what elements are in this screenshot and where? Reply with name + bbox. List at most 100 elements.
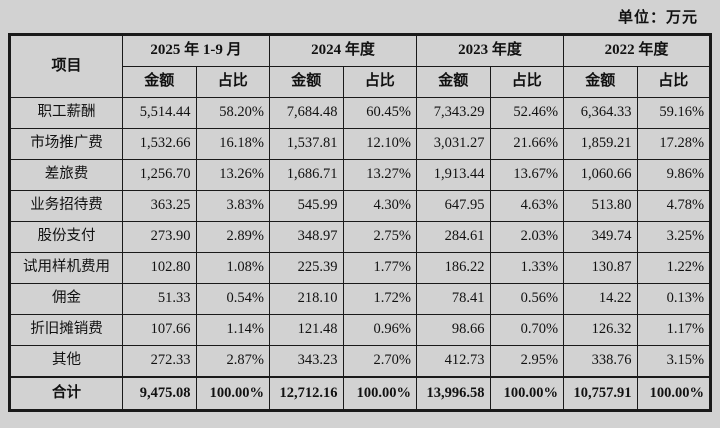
- cell-value: 2.75%: [342, 221, 418, 253]
- row-label: 折旧摊销费: [9, 314, 123, 346]
- cell-value: 348.97: [269, 221, 344, 253]
- cell-value: 3.25%: [636, 221, 712, 253]
- cell-value: 1,859.21: [563, 128, 638, 160]
- column-header-amount: 金额: [269, 66, 344, 98]
- cell-value: 51.33: [122, 283, 197, 315]
- table-row: 职工薪酬 5,514.44 58.20% 7,684.48 60.45% 7,3…: [9, 97, 712, 129]
- cell-value: 102.80: [122, 252, 197, 284]
- cell-value: 1.72%: [342, 283, 418, 315]
- row-label: 差旅费: [9, 159, 123, 191]
- total-cell-value: 12,712.16: [269, 376, 344, 411]
- header-row-metrics: 金额 占比 金额 占比 金额 占比 金额 占比: [10, 66, 712, 98]
- cell-value: 1,532.66: [122, 128, 197, 160]
- cell-value: 2.87%: [195, 345, 270, 378]
- cell-value: 218.10: [269, 283, 344, 315]
- column-header-period-2025: 2025 年 1-9 月: [122, 34, 270, 67]
- column-header-ratio: 占比: [489, 66, 565, 98]
- cell-value: 343.23: [269, 345, 344, 378]
- column-header-period-2023: 2023 年度: [416, 34, 565, 67]
- cell-value: 17.28%: [636, 128, 712, 160]
- cell-value: 273.90: [122, 221, 197, 253]
- cell-value: 1.17%: [636, 314, 712, 346]
- cell-value: 13.27%: [342, 159, 418, 191]
- cell-value: 1,913.44: [416, 159, 491, 191]
- total-cell-value: 100.00%: [489, 376, 565, 411]
- row-label: 佣金: [9, 283, 123, 315]
- total-cell-value: 10,757.91: [563, 376, 638, 411]
- cell-value: 1.77%: [342, 252, 418, 284]
- cell-value: 4.30%: [342, 190, 418, 222]
- row-label: 市场推广费: [9, 128, 123, 160]
- cell-value: 3,031.27: [416, 128, 491, 160]
- total-cell-value: 9,475.08: [122, 376, 197, 411]
- cell-value: 60.45%: [342, 97, 418, 129]
- cell-value: 1,256.70: [122, 159, 197, 191]
- cell-value: 2.70%: [342, 345, 418, 378]
- cell-value: 126.32: [563, 314, 638, 346]
- table-row: 佣金 51.33 0.54% 218.10 1.72% 78.41 0.56% …: [9, 283, 712, 315]
- total-cell-value: 13,996.58: [416, 376, 491, 411]
- cell-value: 1.14%: [195, 314, 270, 346]
- cell-value: 1.08%: [195, 252, 270, 284]
- cell-value: 4.63%: [489, 190, 565, 222]
- column-header-amount: 金额: [563, 66, 638, 98]
- column-header-item: 项目: [9, 34, 123, 98]
- cell-value: 412.73: [416, 345, 491, 378]
- column-header-ratio: 占比: [342, 66, 418, 98]
- total-cell-value: 100.00%: [342, 376, 418, 411]
- cell-value: 363.25: [122, 190, 197, 222]
- table-total-row: 合计 9,475.08 100.00% 12,712.16 100.00% 13…: [9, 376, 712, 411]
- row-label: 职工薪酬: [9, 97, 123, 129]
- cell-value: 0.54%: [195, 283, 270, 315]
- cell-value: 225.39: [269, 252, 344, 284]
- cell-value: 545.99: [269, 190, 344, 222]
- column-header-ratio: 占比: [636, 66, 712, 98]
- cell-value: 0.13%: [636, 283, 712, 315]
- cell-value: 13.67%: [489, 159, 565, 191]
- total-row-label: 合计: [9, 376, 123, 411]
- column-header-amount: 金额: [122, 66, 197, 98]
- cell-value: 59.16%: [636, 97, 712, 129]
- total-cell-value: 100.00%: [195, 376, 270, 411]
- table-row: 差旅费 1,256.70 13.26% 1,686.71 13.27% 1,91…: [9, 159, 712, 191]
- cell-value: 2.89%: [195, 221, 270, 253]
- cell-value: 5,514.44: [122, 97, 197, 129]
- cell-value: 186.22: [416, 252, 491, 284]
- cell-value: 1.22%: [636, 252, 712, 284]
- cell-value: 58.20%: [195, 97, 270, 129]
- cell-value: 3.83%: [195, 190, 270, 222]
- table-row: 折旧摊销费 107.66 1.14% 121.48 0.96% 98.66 0.…: [9, 314, 712, 346]
- cell-value: 16.18%: [195, 128, 270, 160]
- cell-value: 1,537.81: [269, 128, 344, 160]
- cell-value: 21.66%: [489, 128, 565, 160]
- cell-value: 1,060.66: [563, 159, 638, 191]
- cell-value: 349.74: [563, 221, 638, 253]
- cell-value: 2.95%: [489, 345, 565, 378]
- cell-value: 338.76: [563, 345, 638, 378]
- expense-breakdown-table: 项目 2025 年 1-9 月 2024 年度 2023 年度 2022 年度 …: [8, 33, 713, 412]
- unit-label: 单位：万元: [617, 10, 698, 26]
- table-row: 业务招待费 363.25 3.83% 545.99 4.30% 647.95 4…: [9, 190, 712, 222]
- cell-value: 1,686.71: [269, 159, 344, 191]
- cell-value: 13.26%: [195, 159, 270, 191]
- cell-value: 2.03%: [489, 221, 565, 253]
- cell-value: 14.22: [563, 283, 638, 315]
- row-label: 股份支付: [9, 221, 123, 253]
- cell-value: 78.41: [416, 283, 491, 315]
- row-label: 其他: [9, 345, 123, 378]
- total-cell-value: 100.00%: [636, 376, 712, 411]
- table-row: 股份支付 273.90 2.89% 348.97 2.75% 284.61 2.…: [9, 221, 712, 253]
- cell-value: 284.61: [416, 221, 491, 253]
- cell-value: 0.56%: [489, 283, 565, 315]
- cell-value: 6,364.33: [563, 97, 638, 129]
- cell-value: 98.66: [416, 314, 491, 346]
- header-row-periods: 项目 2025 年 1-9 月 2024 年度 2023 年度 2022 年度: [9, 34, 712, 98]
- cell-value: 52.46%: [489, 97, 565, 129]
- cell-value: 0.96%: [342, 314, 418, 346]
- table-row: 市场推广费 1,532.66 16.18% 1,537.81 12.10% 3,…: [9, 128, 712, 160]
- cell-value: 7,343.29: [416, 97, 491, 129]
- table-row: 试用样机费用 102.80 1.08% 225.39 1.77% 186.22 …: [9, 252, 712, 284]
- column-header-ratio: 占比: [195, 66, 270, 98]
- cell-value: 0.70%: [489, 314, 565, 346]
